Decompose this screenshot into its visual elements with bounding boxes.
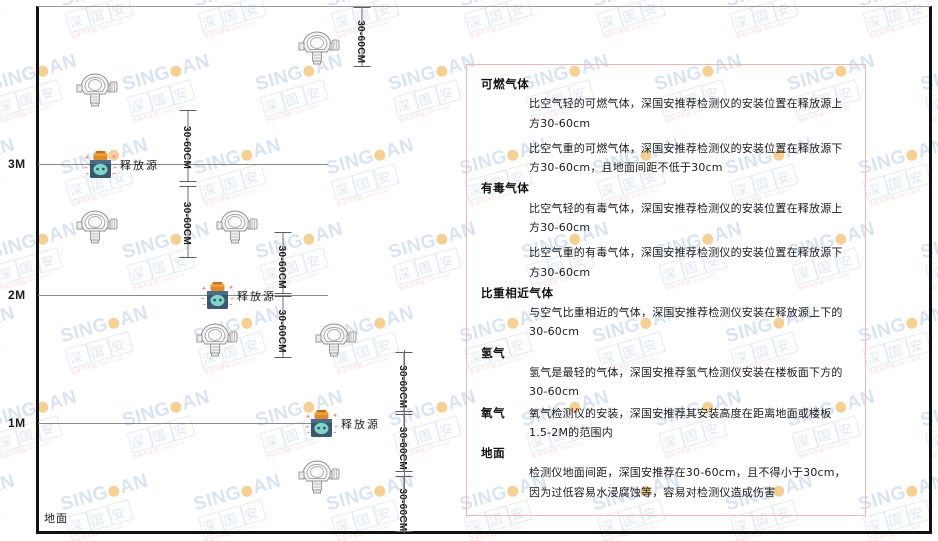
dimension-spine [187, 186, 189, 258]
panel-section-title: 比重相近气体 [481, 285, 554, 300]
gas-detector [192, 318, 238, 358]
panel-section-body: 比空气轻的可燃气体，深国安推荐检测仪的安装位置在释放源上方30-60cm 比空气重… [481, 94, 853, 177]
panel-section-body: 检测仪地面间距，深国安推荐在30-60cm，且不得小于30cm，因为过低容易水浸… [481, 463, 853, 502]
gas-detector [212, 205, 258, 245]
dimension-label: 30-60CM [276, 245, 287, 289]
release-source-leader-line [38, 164, 84, 165]
dimension-spine [187, 110, 189, 182]
panel-paragraph: 氧气检测仪的安装，深国安推荐其安装高度在距离地面或楼板1.5-2M的范围内 [529, 406, 832, 439]
dimension-ruler: 30-60CM [179, 186, 197, 258]
guidance-panel: 可燃气体比空气轻的可燃气体，深国安推荐检测仪的安装位置在释放源上方30-60cm… [466, 64, 866, 516]
diagram-frame [36, 6, 932, 534]
dimension-ruler: 30-60CM [274, 232, 292, 294]
panel-paragraph: 与空气比重相近的气体，深国安推荐检测仪安装在释放源上下的30-60cm [529, 306, 843, 339]
dimension-cap-bottom [274, 357, 292, 358]
release-source-label: 释放源 [120, 159, 159, 172]
panel-section-flammable: 可燃气体比空气轻的可燃气体，深国安推荐检测仪的安装位置在释放源上方30-60cm… [481, 75, 853, 177]
gas-detector [72, 68, 118, 108]
dimension-cap-bottom [274, 293, 292, 294]
gas-detector-icon [196, 323, 238, 357]
dimension-cap-top [179, 110, 197, 111]
dimension-spine [282, 232, 284, 294]
panel-section-oxygen: 氧气 氧气检测仪的安装，深国安推荐其安装高度在距离地面或楼板1.5-2M的范围内 [481, 404, 853, 443]
dimension-label: 30-60CM [397, 365, 408, 409]
level-label-1m: 1M [8, 416, 26, 430]
dimension-label: 30-60CM [397, 488, 408, 532]
dimension-ruler: 30-60CM [353, 7, 371, 67]
panel-section-title: 可燃气体 [481, 77, 530, 91]
dimension-label: 30-60CM [276, 309, 287, 353]
panel-section-title: 地面 [481, 446, 506, 461]
release-source-leader-line [38, 295, 201, 296]
panel-section-hydrogen: 氢气氢气是最轻的气体，深国安推荐氢气检测仪安装在楼板面下方的30-60cm [481, 344, 853, 402]
dimension-label: 30-60CM [397, 426, 408, 470]
dimension-cap-top [353, 7, 371, 8]
release-source [84, 150, 117, 181]
level-label-3m: 3M [8, 157, 26, 171]
panel-section-body: 比空气轻的有毒气体，深国安推荐检测仪的安装位置在释放源上方30-60cm 比空气重… [481, 199, 853, 282]
gas-detector [72, 205, 118, 245]
dimension-ruler: 30-60CM [179, 110, 197, 182]
panel-paragraph: 比空气轻的可燃气体，深国安推荐检测仪的安装位置在释放源上方30-60cm [529, 97, 843, 130]
dimension-label: 30-60CM [355, 20, 366, 64]
level-label-2m: 2M [8, 288, 26, 302]
level-line-3m [38, 164, 328, 165]
panel-paragraph: 氢气是最轻的气体，深国安推荐氢气检测仪安装在楼板面下方的30-60cm [529, 366, 843, 399]
dimension-spine [282, 296, 284, 358]
release-source [305, 409, 338, 440]
release-source-label: 释放源 [237, 290, 276, 303]
gas-detector-icon [298, 460, 340, 494]
right-vertical-guide [404, 350, 405, 533]
gas-detector [294, 455, 340, 495]
dimension-cap-top [274, 296, 292, 297]
release-source-icon [201, 282, 234, 309]
panel-section-title: 氢气 [481, 345, 506, 360]
panel-paragraph: 比空气重的有毒气体，深国安推荐检测仪的安装位置在释放源下方30-60cm [529, 246, 843, 279]
dimension-cap-bottom [353, 66, 371, 67]
dimension-cap-top [179, 186, 197, 187]
gas-detector [294, 26, 340, 66]
gas-detector-icon [76, 73, 118, 107]
dimension-ruler: 30-60CM [274, 296, 292, 358]
panel-section-ground: 地面检测仪地面间距，深国安推荐在30-60cm，且不得小于30cm，因为过低容易… [481, 444, 853, 502]
release-source [201, 281, 234, 312]
release-source-icon [84, 151, 117, 178]
panel-paragraph: 检测仪地面间距，深国安推荐在30-60cm，且不得小于30cm，因为过低容易水浸… [529, 466, 846, 499]
panel-section-toxic: 有毒气体比空气轻的有毒气体，深国安推荐检测仪的安装位置在释放源上方30-60cm… [481, 179, 853, 281]
dimension-cap-top [274, 232, 292, 233]
panel-section-similar-density: 比重相近气体与空气比重相近的气体，深国安推荐检测仪安装在释放源上下的30-60c… [481, 284, 853, 342]
dimension-cap-bottom [179, 257, 197, 258]
ground-label: 地面 [44, 512, 68, 525]
release-source-leader-line [38, 423, 305, 424]
gas-detector-icon [76, 210, 118, 244]
panel-section-body: 氢气是最轻的气体，深国安推荐氢气检测仪安装在楼板面下方的30-60cm [481, 363, 853, 402]
release-source-icon [305, 410, 338, 437]
gas-detector-icon [298, 31, 340, 65]
panel-section-title: 有毒气体 [481, 181, 530, 196]
dimension-label: 30-60CM [181, 201, 192, 246]
dimension-label: 30-60CM [181, 125, 192, 170]
panel-paragraph: 比空气重的可燃气体，深国安推荐检测仪的安装位置在释放源下方30-60cm，且地面… [529, 141, 843, 175]
gas-detector-icon [315, 323, 357, 357]
gas-detector [311, 318, 357, 358]
dimension-spine [361, 7, 363, 67]
gas-detector-icon [216, 210, 258, 244]
panel-section-title: 氧气 [481, 405, 506, 420]
panel-section-body: 与空气比重相近的气体，深国安推荐检测仪安装在释放源上下的30-60cm [481, 303, 853, 342]
panel-section-body: 氧气检测仪的安装，深国安推荐其安装高度在距离地面或楼板1.5-2M的范围内 [529, 404, 853, 443]
release-source-label: 释放源 [341, 418, 380, 431]
dimension-cap-bottom [179, 181, 197, 182]
panel-paragraph: 比空气轻的有毒气体，深国安推荐检测仪的安装位置在释放源上方30-60cm [529, 201, 843, 235]
